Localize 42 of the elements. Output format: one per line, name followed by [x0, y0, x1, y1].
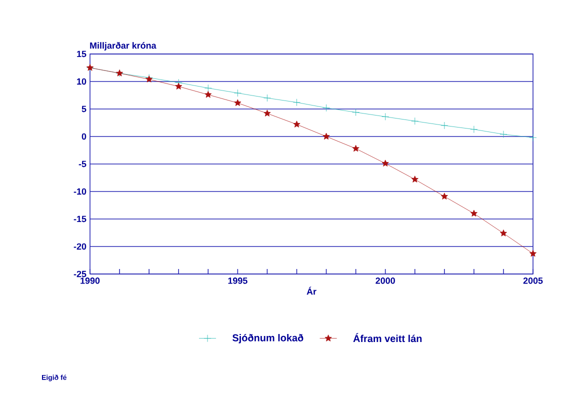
x-tick-label: 2000 — [376, 278, 395, 284]
point — [322, 132, 330, 140]
point — [470, 126, 478, 134]
point — [529, 250, 537, 257]
point — [204, 84, 212, 92]
x-tick-label: 1990 — [80, 278, 100, 284]
y-tick-label: 0 — [82, 133, 86, 140]
x-axis-title: Ár — [306, 286, 316, 295]
y-tick-label: -5 — [78, 160, 86, 168]
y-tick-label: -25 — [74, 270, 86, 278]
legend-label: Áfram veitt lán — [353, 333, 422, 342]
y-axis-title: Milljarðar króna — [90, 42, 156, 50]
point — [322, 104, 330, 112]
point — [440, 122, 448, 130]
point — [470, 210, 478, 217]
point — [382, 160, 389, 166]
y-tick-label: -15 — [74, 216, 86, 222]
point — [411, 117, 419, 125]
point — [234, 89, 242, 97]
point — [529, 134, 537, 142]
point — [204, 91, 212, 98]
y-tick-label: 5 — [82, 106, 86, 112]
point — [382, 113, 390, 120]
point — [500, 130, 508, 138]
point — [293, 98, 300, 106]
point — [293, 120, 300, 128]
legend-label: Sjóðnum lokað — [232, 334, 304, 344]
point — [440, 192, 448, 200]
y-tick-label: 10 — [77, 78, 86, 85]
y-tick-label: -10 — [74, 188, 86, 195]
point — [264, 110, 271, 116]
point — [352, 108, 360, 116]
point — [175, 82, 182, 90]
point — [352, 144, 360, 152]
point — [234, 99, 242, 106]
point — [411, 176, 418, 182]
point — [500, 230, 508, 236]
y-tick-label: -20 — [74, 243, 86, 250]
y-tick-label: 15 — [77, 50, 86, 58]
x-tick-label: 2005 — [523, 278, 543, 284]
point — [264, 94, 271, 102]
x-tick-label: 1995 — [228, 278, 248, 284]
